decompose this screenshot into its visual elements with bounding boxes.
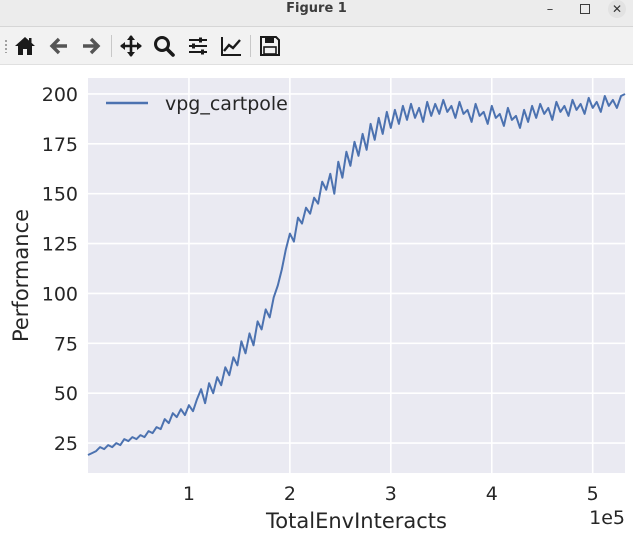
close-button[interactable]: ✕ bbox=[606, 0, 628, 18]
toolbar-grip bbox=[4, 39, 8, 53]
x-axis-offset-label: 1e5 bbox=[589, 507, 625, 529]
close-icon: ✕ bbox=[608, 0, 626, 18]
y-tick-label: 150 bbox=[42, 184, 78, 206]
series-line-vpg_cartpole bbox=[87, 93, 626, 456]
save-button[interactable] bbox=[256, 32, 284, 60]
x-tick-label: 4 bbox=[486, 483, 498, 505]
axes-background bbox=[88, 78, 625, 473]
y-tick-label: 75 bbox=[54, 333, 78, 355]
arrow-right-icon bbox=[83, 37, 101, 55]
legend-label: vpg_cartpole bbox=[165, 93, 288, 115]
line-chart-icon bbox=[221, 37, 241, 56]
back-button[interactable] bbox=[45, 32, 73, 60]
y-tick-label: 175 bbox=[42, 134, 78, 156]
zoom-button[interactable] bbox=[150, 32, 178, 60]
maximize-icon bbox=[580, 4, 590, 14]
minimize-icon: – bbox=[546, 1, 554, 17]
window-titlebar: Figure 1 – ✕ bbox=[0, 0, 633, 27]
y-tick-label: 100 bbox=[42, 283, 78, 305]
subplots-button[interactable] bbox=[184, 32, 212, 60]
legend: vpg_cartpole bbox=[106, 93, 288, 115]
forward-button[interactable] bbox=[77, 32, 105, 60]
toolbar bbox=[0, 27, 633, 65]
x-axis-label: TotalEnvInteracts bbox=[265, 509, 447, 533]
y-tick-label: 25 bbox=[54, 433, 78, 455]
maximize-button[interactable] bbox=[573, 0, 597, 18]
x-tick-label: 5 bbox=[587, 483, 599, 505]
y-tick-label: 125 bbox=[42, 234, 78, 256]
series-layer bbox=[87, 93, 626, 456]
y-axis-label: Performance bbox=[9, 209, 33, 342]
y-tick-label: 50 bbox=[54, 383, 78, 405]
grid-lines bbox=[88, 78, 625, 473]
sliders-icon bbox=[189, 37, 207, 55]
figure-canvas[interactable]: 1 2 3 4 5 25 50 75 100 125 150 175 200 TotalEnvInter… bbox=[0, 65, 633, 538]
tick-labels: 1 2 3 4 5 25 50 75 100 125 150 175 200 bbox=[42, 84, 599, 505]
home-button[interactable] bbox=[11, 32, 39, 60]
x-tick-label: 3 bbox=[385, 483, 397, 505]
arrow-left-icon bbox=[49, 37, 67, 55]
toolbar-separator bbox=[111, 35, 112, 57]
magnifier-icon bbox=[154, 36, 175, 57]
y-tick-label: 200 bbox=[42, 84, 78, 106]
toolbar-separator bbox=[250, 35, 251, 57]
home-icon bbox=[15, 37, 35, 55]
minimize-button[interactable]: – bbox=[538, 0, 562, 18]
window-title: Figure 1 bbox=[286, 1, 347, 16]
edit-axes-button[interactable] bbox=[217, 32, 245, 60]
x-tick-label: 1 bbox=[183, 483, 195, 505]
pan-button[interactable] bbox=[117, 32, 145, 60]
move-icon bbox=[120, 35, 142, 57]
floppy-disk-icon bbox=[260, 36, 280, 56]
x-tick-label: 2 bbox=[284, 483, 296, 505]
